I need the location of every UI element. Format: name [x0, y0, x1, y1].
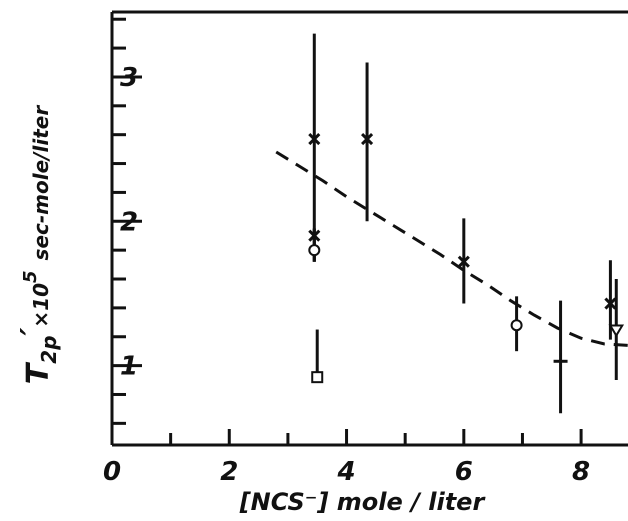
x-marker [308, 132, 321, 146]
y-axis-label: T2p′×105 sec-mole/liter [15, 105, 61, 385]
y-tick-label: 2 [120, 207, 138, 237]
data-point-x [457, 218, 470, 304]
data-point-x [361, 62, 374, 222]
y-label-units: sec-mole/liter [29, 105, 53, 261]
x-ticks [110, 429, 583, 445]
x-marker [604, 297, 617, 310]
y-tick-label: 1 [120, 352, 138, 382]
y-ticks [112, 17, 142, 425]
circle-marker [510, 319, 523, 332]
y-label-symbol: T [21, 361, 56, 384]
y-label-subscript: 2p [37, 335, 61, 363]
x-marker [457, 255, 470, 268]
x-axis-label: [NCS⁻] mole / liter [239, 488, 487, 516]
y-tick-labels: 1 2 3 [120, 63, 138, 382]
data-point-x [308, 33, 321, 262]
x-tick-label: 6 [455, 457, 473, 487]
data-point-circle [308, 228, 321, 262]
fit-curve [275, 150, 628, 347]
y-label-times: ×10 [29, 283, 53, 328]
data-point-square [311, 329, 324, 384]
data-points [308, 33, 625, 414]
x-tick-label: 8 [572, 457, 590, 487]
x-tick-label: 2 [220, 457, 238, 487]
x-tick-label: 4 [336, 457, 355, 487]
x-tick-labels: 0 2 4 6 8 [103, 457, 590, 487]
data-point-triangle [608, 279, 625, 381]
x-tick-label: 0 [103, 457, 121, 487]
y-tick-label: 3 [120, 63, 138, 93]
x-marker [361, 132, 374, 146]
y-label-exponent: 5 [20, 270, 41, 283]
triangle-marker [608, 324, 625, 338]
data-point-circle [510, 296, 523, 352]
data-point-plus [553, 300, 568, 414]
y-label-prime: ′ [15, 327, 50, 335]
circle-marker [308, 244, 321, 257]
square-marker [311, 371, 324, 384]
